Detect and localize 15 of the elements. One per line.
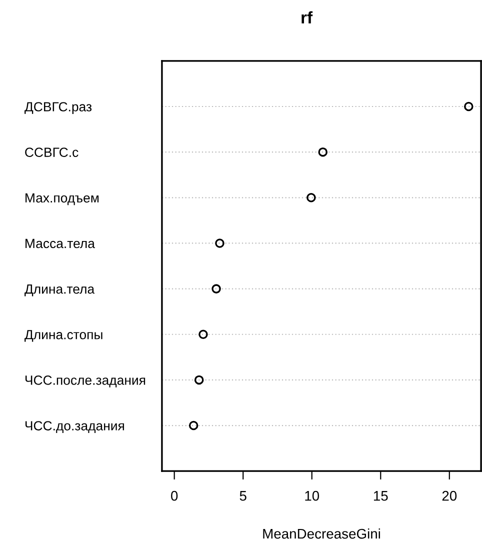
x-axis-title: MeanDecreaseGini [263,528,380,539]
x-tick-label: 15 [374,491,388,501]
x-tick-label: 20 [442,490,457,501]
x-tick-label: 5 [240,491,246,501]
y-tick-label: Длина.стопы [24,330,102,342]
y-tick-label: ССВГС.с [25,148,78,157]
y-tick-label: ЧСС.до.задания [25,421,124,433]
y-tick-label: ДСВГС.раз [24,102,92,114]
y-tick-label: Длина.тела [24,284,95,296]
y-tick-label: Мах.подъем [26,193,99,206]
x-tick-label: 10 [305,490,320,501]
chart-title: rf [302,11,313,24]
x-tick-label: 0 [171,490,178,501]
y-tick-label: ЧСС.после.задания [25,376,146,388]
y-tick-label: Масса.тела [26,238,95,248]
